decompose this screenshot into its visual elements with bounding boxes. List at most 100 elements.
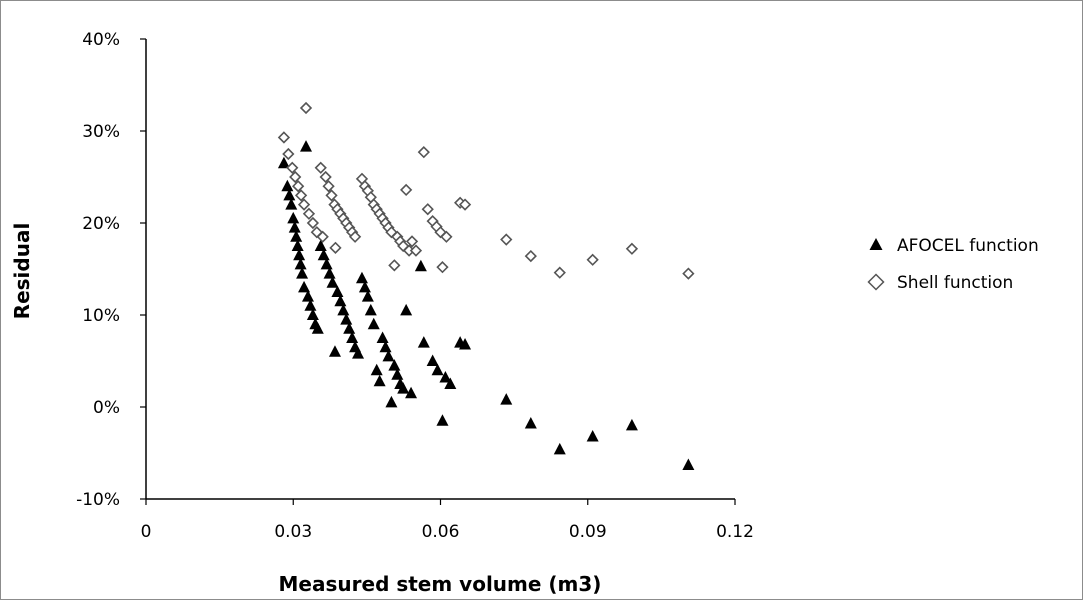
afocel-point <box>334 294 347 307</box>
shell-point <box>294 189 308 202</box>
afocel-point <box>417 336 430 348</box>
axes <box>140 38 736 505</box>
afocel-point <box>283 188 296 201</box>
afocel-point <box>400 303 413 316</box>
shell-point <box>385 226 398 239</box>
afocel-point <box>314 239 327 251</box>
y-tick-label: 30% <box>82 122 120 142</box>
shell-point <box>586 253 599 266</box>
shell-point <box>329 241 342 254</box>
x-tick-label: 0.03 <box>274 522 312 542</box>
legend-item-shell: Shell function <box>867 273 1013 293</box>
shell-point <box>289 170 302 184</box>
afocel-point <box>524 417 537 429</box>
afocel-point <box>288 221 301 233</box>
shell-point <box>302 207 316 220</box>
x-axis-title: Measured stem volume (m3) <box>279 572 602 596</box>
shell-point <box>306 216 320 230</box>
shell-point <box>421 203 434 216</box>
afocel-point <box>385 395 398 408</box>
shell-point <box>282 147 295 161</box>
afocel-point <box>431 363 444 376</box>
afocel-point <box>328 345 341 357</box>
legend-item-afocel: AFOCEL function <box>869 236 1039 256</box>
afocel-point <box>500 393 513 405</box>
afocel-point <box>331 285 344 297</box>
afocel-point <box>459 337 472 350</box>
afocel-point <box>277 156 290 169</box>
y-tick-label: -10% <box>76 490 120 510</box>
y-tick-label: 20% <box>82 214 120 234</box>
shell-point <box>524 249 537 263</box>
afocel-point <box>370 363 383 376</box>
afocel-point <box>311 322 324 334</box>
shell-point <box>292 180 305 193</box>
shell-point <box>319 170 332 184</box>
afocel-point <box>340 313 353 325</box>
afocel-point <box>285 198 298 210</box>
afocel-point <box>346 331 359 343</box>
afocel-point <box>553 442 566 455</box>
shell-point <box>409 244 423 257</box>
x-tick-label: 0.09 <box>569 522 607 542</box>
afocel-point <box>323 267 336 279</box>
afocel-point <box>301 290 314 302</box>
x-tick-label: 0.06 <box>422 522 460 542</box>
afocel-point <box>436 414 449 426</box>
afocel-point <box>287 211 300 224</box>
afocel-point <box>625 418 638 431</box>
shell-point <box>397 239 410 253</box>
afocel-point <box>306 308 319 320</box>
afocel-point <box>291 239 304 251</box>
afocel-point <box>296 267 309 279</box>
shell-point <box>405 235 419 248</box>
shell-point <box>458 198 472 211</box>
afocel-point <box>281 179 294 192</box>
shell-point <box>440 230 453 243</box>
afocel-point <box>300 140 313 152</box>
afocel-point <box>379 340 392 353</box>
shell-point <box>286 161 299 174</box>
afocel-point <box>304 299 317 311</box>
shell-point <box>348 230 362 243</box>
shell-point <box>500 233 513 246</box>
shell-point <box>400 183 413 197</box>
afocel-point <box>355 271 368 284</box>
afocel-point <box>293 248 306 261</box>
afocel-point <box>317 248 330 261</box>
afocel-point <box>444 377 457 389</box>
legend-marker-triangle <box>869 238 883 250</box>
data-points <box>277 101 695 470</box>
afocel-point <box>388 359 401 371</box>
afocel-point <box>290 230 303 242</box>
afocel-point <box>376 331 389 343</box>
afocel-point <box>405 386 418 399</box>
y-tick-label: 40% <box>82 30 120 50</box>
shell-point <box>277 131 291 144</box>
shell-point <box>388 259 401 272</box>
shell-point <box>436 261 449 274</box>
afocel-point <box>682 458 695 470</box>
x-tick-label: 0 <box>141 522 152 542</box>
y-tick-label: 10% <box>82 306 120 326</box>
afocel-point <box>414 259 427 272</box>
shell-point <box>325 189 338 202</box>
shell-point <box>322 180 335 193</box>
shell-point <box>625 242 639 255</box>
legend: AFOCEL function Shell function <box>867 236 1039 293</box>
legend-marker-diamond <box>867 273 885 291</box>
legend-label-shell: Shell function <box>897 273 1013 293</box>
shell-point <box>299 101 313 115</box>
y-tick-label: 0% <box>93 398 120 418</box>
shell-point <box>417 146 430 159</box>
afocel-point <box>326 276 339 288</box>
shell-point <box>682 267 695 280</box>
afocel-point <box>373 374 386 387</box>
x-tick-label: 0.12 <box>716 522 754 542</box>
afocel-point <box>364 303 377 316</box>
afocel-point <box>337 303 350 316</box>
afocel-point <box>320 257 333 270</box>
afocel-point <box>382 349 395 362</box>
afocel-point <box>358 280 371 293</box>
shell-point <box>297 198 311 211</box>
